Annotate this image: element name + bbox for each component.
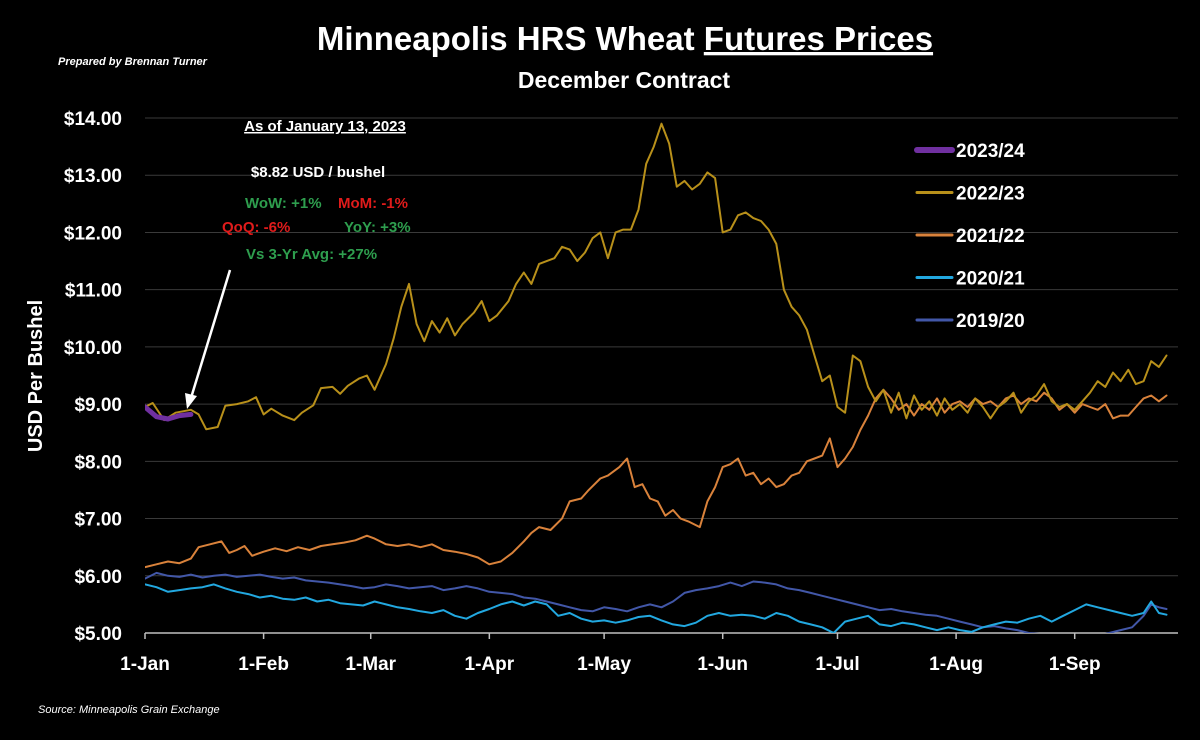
annotation-yoy: YoY: +3% — [344, 219, 411, 236]
title-main: Minneapolis HRS Wheat — [317, 20, 695, 57]
annotation-arrow-head — [185, 393, 197, 409]
y-tick-label: $14.00 — [64, 109, 122, 130]
legend-label: 2020/21 — [956, 269, 1025, 290]
legend-label: 2021/22 — [956, 226, 1025, 247]
annotation-qoq: QoQ: -6% — [222, 219, 290, 236]
x-tick-label: 1-May — [577, 654, 631, 675]
annotation-vs-avg: Vs 3-Yr Avg: +27% — [246, 246, 377, 263]
legend-label: 2023/24 — [956, 141, 1025, 162]
x-tick-labels: 1-Jan 1-Feb 1-Mar 1-Apr 1-May 1-Jun 1-Jul 1-Aug… — [120, 654, 1100, 675]
annotation-wow: WoW: +1% — [245, 195, 322, 212]
y-tick-label: $9.00 — [74, 395, 122, 416]
x-tick-label: 1-Sep — [1049, 654, 1101, 675]
x-tick-label: 1-Apr — [465, 654, 515, 675]
annotation-arrow-shaft — [189, 269, 232, 399]
x-tick-label: 1-Jun — [697, 654, 748, 675]
chart-title: Minneapolis HRS Wheat Futures Prices — [317, 20, 933, 57]
y-tick-label: $8.00 — [74, 452, 122, 473]
x-tick-label: 1-Mar — [345, 654, 396, 675]
y-tick-labels: $5.00 $6.00 $7.00 $8.00 $9.00 $10.00 $11.00 $12… — [64, 109, 122, 645]
source-text: Source: Minneapolis Grain Exchange — [38, 704, 220, 716]
annotation-heading: As of January 13, 2023 — [244, 118, 406, 135]
y-tick-label: $6.00 — [74, 567, 122, 588]
annotation-mom: MoM: -1% — [338, 195, 408, 212]
series-lines — [145, 122, 1168, 633]
legend: 2023/24 2022/23 2021/22 2020/21 2019/20 — [914, 141, 1025, 332]
x-tick-label: 1-Aug — [929, 654, 983, 675]
y-tick-label: $10.00 — [64, 338, 122, 359]
y-tick-label: $7.00 — [74, 510, 122, 531]
legend-label: 2022/23 — [956, 184, 1025, 205]
legend-label: 2019/20 — [956, 311, 1025, 332]
title-underlined: Futures Prices — [704, 20, 933, 57]
chart-subtitle: December Contract — [518, 67, 731, 93]
series-line-2019-20 — [145, 571, 1168, 633]
x-tick-label: 1-Jan — [120, 654, 170, 675]
annotation-price: $8.82 USD / bushel — [251, 164, 385, 181]
credit-text: Prepared by Brennan Turner — [58, 56, 208, 68]
series-line-2022-23 — [145, 122, 1168, 431]
y-tick-label: $13.00 — [64, 166, 122, 187]
gridlines — [144, 117, 1178, 639]
series-line-2021-22 — [145, 388, 1168, 569]
y-tick-label: $5.00 — [74, 624, 122, 645]
y-axis-label: USD Per Bushel — [25, 300, 47, 452]
x-tick-label: 1-Jul — [815, 654, 859, 675]
series-line-2020-21 — [145, 583, 1168, 633]
y-tick-label: $12.00 — [64, 223, 122, 244]
x-tick-label: 1-Feb — [238, 654, 289, 675]
y-tick-label: $11.00 — [65, 281, 122, 302]
price-annotation: As of January 13, 2023 $8.82 USD / bushe… — [185, 118, 411, 409]
series-line-2023-24 — [145, 404, 194, 422]
